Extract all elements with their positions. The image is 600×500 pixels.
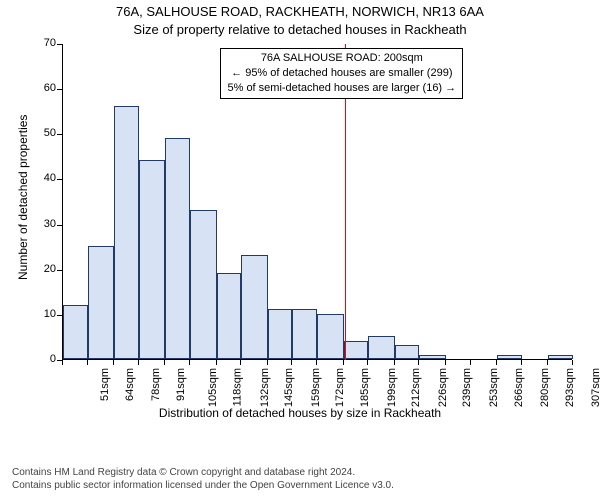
x-tick-label: 293sqm	[564, 368, 576, 407]
x-tick	[189, 360, 190, 365]
x-tick-label: 132sqm	[259, 368, 271, 407]
histogram-bar	[114, 106, 139, 359]
x-tick-label: 280sqm	[539, 368, 551, 407]
x-tick-label: 199sqm	[386, 368, 398, 407]
x-tick	[267, 360, 268, 365]
x-tick	[521, 360, 522, 365]
x-tick	[418, 360, 419, 365]
x-tick	[316, 360, 317, 365]
x-tick	[445, 360, 446, 365]
histogram-bar	[317, 314, 344, 359]
histogram-bar	[497, 355, 522, 360]
histogram-bar	[419, 355, 446, 360]
chart-area: Number of detached properties 0 10 20 30 40 5…	[0, 40, 600, 420]
y-tick-label: 20	[28, 263, 56, 275]
attribution-line2: Contains public sector information licen…	[12, 480, 394, 491]
x-tick-label: 212sqm	[410, 368, 422, 407]
histogram-bar	[217, 273, 242, 359]
y-axis-label: Number of detached properties	[16, 115, 30, 280]
y-tick-label: 70	[28, 37, 56, 49]
histogram-bar	[268, 309, 293, 359]
x-tick-label: 226sqm	[437, 368, 449, 407]
histogram-bar	[548, 355, 573, 360]
x-tick-label: 266sqm	[513, 368, 525, 407]
x-tick	[547, 360, 548, 365]
attribution-text: Contains HM Land Registry data © Crown c…	[12, 466, 394, 492]
x-tick	[216, 360, 217, 365]
chart-title-address: 76A, SALHOUSE ROAD, RACKHEATH, NORWICH, …	[0, 4, 600, 19]
x-tick	[138, 360, 139, 365]
x-tick	[62, 360, 63, 365]
histogram-bar	[368, 336, 395, 359]
x-tick	[113, 360, 114, 365]
info-box-line1: 76A SALHOUSE ROAD: 200sqm	[227, 51, 456, 66]
y-tick-label: 60	[28, 82, 56, 94]
x-tick-label: 91sqm	[175, 368, 187, 401]
x-tick	[291, 360, 292, 365]
x-tick	[470, 360, 471, 365]
histogram-bar	[292, 309, 317, 359]
x-tick	[572, 360, 573, 365]
plot-region: 76A SALHOUSE ROAD: 200sqm← 95% of detach…	[62, 44, 572, 360]
x-tick	[240, 360, 241, 365]
histogram-bar	[63, 305, 88, 359]
histogram-bar	[241, 255, 268, 359]
x-tick-label: 118sqm	[231, 368, 243, 406]
x-tick-label: 78sqm	[150, 368, 162, 401]
y-tick-label: 40	[28, 172, 56, 184]
x-tick-label: 239sqm	[462, 368, 474, 407]
x-tick-label: 253sqm	[488, 368, 500, 407]
x-tick	[496, 360, 497, 365]
histogram-bar	[88, 246, 115, 359]
histogram-bar	[190, 210, 217, 359]
x-tick-label: 307sqm	[590, 368, 600, 407]
y-tick-label: 0	[28, 353, 56, 365]
x-tick-label: 64sqm	[124, 368, 136, 401]
x-tick	[343, 360, 344, 365]
chart-container: 76A, SALHOUSE ROAD, RACKHEATH, NORWICH, …	[0, 0, 600, 500]
x-tick-label: 159sqm	[310, 368, 322, 407]
info-box-line3: 5% of semi-detached houses are larger (1…	[227, 81, 456, 96]
attribution-line1: Contains HM Land Registry data © Crown c…	[12, 467, 355, 478]
y-tick-label: 30	[28, 218, 56, 230]
chart-title-subtitle: Size of property relative to detached ho…	[0, 22, 600, 37]
x-tick-label: 172sqm	[335, 368, 347, 407]
x-tick	[367, 360, 368, 365]
x-tick-label: 51sqm	[99, 368, 111, 401]
y-tick-label: 50	[28, 127, 56, 139]
info-box-line2: ← 95% of detached houses are smaller (29…	[227, 66, 456, 81]
x-tick	[164, 360, 165, 365]
info-box: 76A SALHOUSE ROAD: 200sqm← 95% of detach…	[220, 48, 463, 99]
x-tick-label: 105sqm	[208, 368, 220, 407]
histogram-bar	[139, 160, 166, 359]
y-tick-label: 10	[28, 308, 56, 320]
x-axis-label: Distribution of detached houses by size …	[0, 406, 600, 420]
x-tick-label: 185sqm	[359, 368, 371, 407]
histogram-bar	[165, 138, 190, 359]
histogram-bar	[344, 341, 369, 359]
x-tick-label: 145sqm	[283, 368, 295, 407]
x-tick	[394, 360, 395, 365]
x-tick	[87, 360, 88, 365]
histogram-bar	[395, 345, 420, 359]
